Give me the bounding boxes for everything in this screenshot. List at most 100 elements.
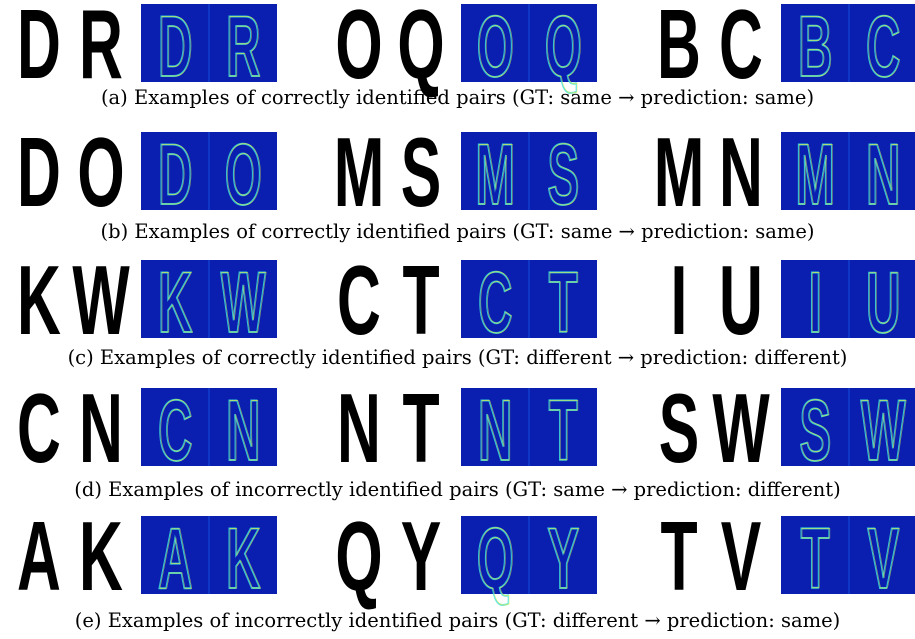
row-c-images: K W KK WW C T CC TT I U II UU xyxy=(17,246,915,356)
heatmap-highlight: S xyxy=(800,382,832,479)
heatmap-activation: D xyxy=(158,126,192,223)
heatmap-activation: B xyxy=(798,0,832,95)
heatmap-highlight: O xyxy=(478,0,515,95)
heatmap-highlight: W xyxy=(222,254,267,351)
heatmap-panel xyxy=(781,4,915,82)
heatmap-highlight: K xyxy=(159,254,193,351)
pair-e-3: T V TT VV xyxy=(660,502,915,612)
heatmap-highlight: B xyxy=(799,0,833,95)
pair-c-3: I U II UU xyxy=(671,246,915,356)
heatmap-highlight: T xyxy=(802,510,831,607)
heatmap-highlight: I xyxy=(809,254,822,351)
heatmap-highlight: V xyxy=(868,510,900,607)
pair-a-2: O Q OO QQ xyxy=(335,0,597,100)
heatmap-activation: K xyxy=(158,254,192,351)
heatmap-activation: N xyxy=(226,382,260,479)
heatmap-activation: S xyxy=(799,382,831,479)
glyph-right: Q xyxy=(397,0,444,100)
glyph-left: T xyxy=(660,502,697,611)
heatmap-highlight: D xyxy=(159,126,193,223)
heatmap-activation: V xyxy=(867,510,899,607)
heatmap-highlight: Y xyxy=(548,510,580,607)
heatmap-highlight: M xyxy=(796,126,835,223)
pair-d-3: S W SS WW xyxy=(659,374,915,484)
heatmap-highlight: K xyxy=(227,510,261,607)
heatmap-highlight: Q xyxy=(546,0,583,95)
glyph-right: S xyxy=(401,118,442,227)
heatmap-activation: T xyxy=(801,510,830,607)
heatmap-activation: D xyxy=(158,0,192,95)
heatmap-activation: Y xyxy=(547,510,579,607)
heatmap-activation: M xyxy=(795,126,834,223)
pair-e-1: A K AA KK xyxy=(17,502,277,612)
pair-b-1: D O DD OO xyxy=(17,118,277,228)
heatmap-activation: W xyxy=(221,254,266,351)
heatmap-activation: T xyxy=(549,254,578,351)
glyph-left: A xyxy=(17,502,61,611)
pair-b-3: M N MM NN xyxy=(654,118,915,228)
row-b-images: D O DD OO M S MM SS M N MM NN xyxy=(17,118,915,228)
pair-b-2: M S MM SS xyxy=(334,118,597,228)
glyph-right: W xyxy=(712,374,769,483)
pair-a-1: D R DD RR xyxy=(17,0,277,100)
caption-c: (c) Examples of correctly identified pai… xyxy=(67,346,848,369)
glyph-left: D xyxy=(17,0,61,100)
glyph-left: N xyxy=(337,374,381,483)
caption-b: (b) Examples of correctly identified pai… xyxy=(100,220,815,243)
heatmap-highlight: C xyxy=(479,254,513,351)
row-e-images: A K AA KK Q Y QQ YY T V TT VV xyxy=(17,502,915,612)
glyph-right: U xyxy=(719,246,763,355)
heatmap-highlight: W xyxy=(862,382,907,479)
glyph-right: W xyxy=(72,246,129,355)
caption-e: (e) Examples of incorrectly identified p… xyxy=(74,609,841,632)
glyph-left: I xyxy=(671,246,688,355)
heatmap-activation: K xyxy=(226,510,260,607)
heatmap-highlight: S xyxy=(548,126,580,223)
heatmap-highlight: C xyxy=(159,382,193,479)
glyph-left: M xyxy=(654,118,705,227)
heatmap-activation: W xyxy=(861,382,906,479)
glyph-left: S xyxy=(659,374,700,483)
caption-d: (d) Examples of incorrectly identified p… xyxy=(74,478,841,501)
pair-e-2: Q Y QQ YY xyxy=(335,502,597,612)
heatmap-activation: C xyxy=(158,382,192,479)
glyph-left: D xyxy=(17,118,61,227)
heatmap-activation: U xyxy=(866,254,900,351)
glyph-right: N xyxy=(79,374,123,483)
heatmap-highlight: R xyxy=(227,0,261,95)
heatmap-activation: O xyxy=(477,0,514,95)
heatmap-activation: N xyxy=(866,126,900,223)
heatmap-activation: A xyxy=(158,510,192,607)
glyph-right: C xyxy=(719,0,763,100)
heatmap-activation: O xyxy=(225,126,262,223)
heatmap-activation: M xyxy=(475,126,514,223)
row-a-images: D R DD RR O Q OO QQ B C BB CC xyxy=(17,0,915,100)
heatmap-highlight: T xyxy=(550,382,579,479)
glyph-right: Y xyxy=(401,502,442,611)
heatmap-activation: C xyxy=(478,254,512,351)
heatmap-activation: N xyxy=(478,382,512,479)
heatmap-highlight: T xyxy=(550,254,579,351)
glyph-left: C xyxy=(17,374,61,483)
heatmap-highlight: A xyxy=(159,510,193,607)
glyph-left: Q xyxy=(335,502,382,611)
glyph-right: N xyxy=(719,118,763,227)
glyph-right: T xyxy=(402,374,439,483)
glyph-right: T xyxy=(402,246,439,355)
heatmap-highlight: Q xyxy=(478,510,515,607)
glyph-left: B xyxy=(657,0,701,100)
glyph-left: K xyxy=(17,246,61,355)
caption-a: (a) Examples of correctly identified pai… xyxy=(100,86,815,109)
glyph-left: C xyxy=(337,246,381,355)
glyph-right: V xyxy=(721,502,762,611)
heatmap-activation: Q xyxy=(477,510,514,607)
heatmap-highlight: M xyxy=(476,126,515,223)
heatmap-activation: R xyxy=(226,0,260,95)
heatmap-panel xyxy=(781,132,915,210)
glyph-right: O xyxy=(77,118,124,227)
